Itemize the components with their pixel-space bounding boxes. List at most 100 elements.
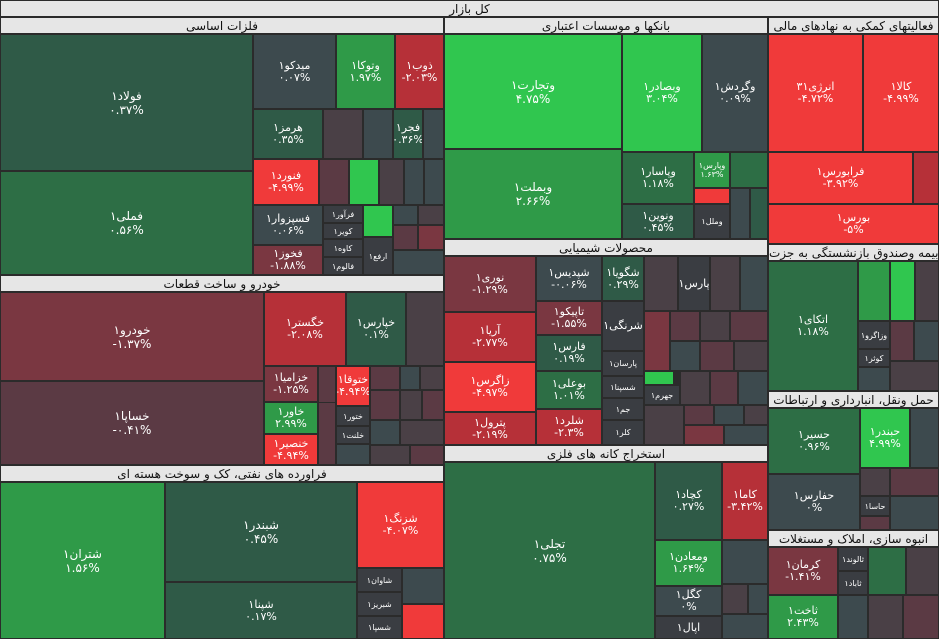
treemap-tile-minor[interactable] — [714, 405, 744, 425]
treemap-tile-minor[interactable] — [363, 205, 393, 237]
treemap-tile-minor[interactable] — [370, 390, 400, 420]
treemap-tile[interactable]: شگویا۱ ۰.۲۹% — [602, 256, 644, 301]
treemap-tile[interactable]: خودرو۱ -۱.۳۷% — [0, 292, 264, 381]
treemap-tile-minor[interactable] — [336, 444, 370, 465]
treemap-tile[interactable]: وبصادر۱ ۳.۰۴% — [622, 34, 702, 152]
treemap-tile-minor[interactable] — [379, 159, 404, 205]
treemap-tile[interactable]: ومعادن۱ ۱.۶۴% — [655, 540, 722, 586]
treemap-tile[interactable]: فنورد۱ -۴.۹۹% — [253, 159, 319, 205]
treemap-tile[interactable]: شسپنا۱ — [602, 376, 644, 398]
treemap-tile-minor[interactable] — [860, 516, 890, 530]
treemap-tile[interactable]: شپنا۱ ۰.۱۷% — [165, 582, 357, 639]
treemap-tile-minor[interactable] — [913, 152, 939, 204]
treemap-tile-minor[interactable] — [402, 568, 444, 604]
treemap-tile[interactable]: کوثر۱ — [858, 349, 890, 367]
treemap-tile-minor[interactable] — [670, 311, 700, 341]
treemap-tile[interactable]: بورس۱ -۵% — [768, 204, 939, 244]
treemap-tile[interactable]: کلر۱ — [602, 420, 644, 445]
sector-header[interactable]: استخراج کانه های فلزی — [444, 445, 768, 462]
treemap-tile-minor[interactable] — [318, 402, 336, 465]
treemap-tile[interactable]: ختور۱ — [336, 406, 370, 426]
treemap-tile[interactable]: خلنت۱ — [336, 426, 370, 444]
treemap-tile-minor[interactable] — [420, 366, 444, 390]
treemap-tile-minor[interactable] — [318, 366, 336, 406]
treemap-tile[interactable]: کاوه۱ — [323, 239, 363, 257]
treemap-tile-minor[interactable] — [906, 547, 939, 595]
treemap-tile-minor[interactable] — [684, 405, 714, 425]
treemap-tile-minor[interactable] — [860, 468, 890, 496]
treemap-tile-minor[interactable] — [730, 311, 768, 341]
treemap-tile[interactable]: کاما۱ -۳.۴۲% — [722, 462, 768, 540]
treemap-tile[interactable]: شلرد۱ -۲.۳% — [536, 409, 602, 445]
treemap-tile-minor[interactable] — [890, 261, 915, 321]
treemap-tile[interactable]: کرمان۱ -۱.۴۱% — [768, 547, 838, 595]
treemap-tile[interactable]: شپدیس۱ -۰.۰۶% — [536, 256, 602, 301]
treemap-tile-minor[interactable] — [722, 614, 768, 639]
treemap-tile-minor[interactable] — [370, 420, 400, 445]
treemap-tile-minor[interactable] — [363, 109, 393, 159]
treemap-tile[interactable]: خگستر۱ -۲.۰۸% — [264, 292, 346, 366]
treemap-tile[interactable]: خنصیر۱ -۴.۹۴% — [264, 434, 318, 465]
sector-header[interactable]: بیمه وصندوق بازنشستگی به جزت — [768, 244, 939, 261]
treemap-tile[interactable]: زاگرس۱ -۴.۹۷% — [444, 362, 536, 412]
treemap-tile[interactable]: ثاباد۱ — [838, 571, 868, 595]
treemap-tile[interactable]: فرآور۱ — [323, 205, 363, 223]
treemap-tile-minor[interactable] — [744, 405, 768, 425]
treemap-tile[interactable]: ارفع۱ — [363, 237, 393, 275]
treemap-tile[interactable]: حسیر۱ ۰.۹۶% — [768, 408, 860, 474]
treemap-tile[interactable]: ونوین۱ ۰.۴۵% — [622, 204, 694, 239]
treemap-tile-minor[interactable] — [644, 405, 684, 445]
treemap-tile-minor[interactable] — [644, 256, 678, 311]
treemap-tile-minor[interactable] — [644, 371, 674, 385]
treemap-tile-minor[interactable] — [370, 366, 400, 390]
sector-header[interactable]: حمل ونقل، انبارداری و ارتباطات — [768, 391, 939, 408]
treemap-tile[interactable]: فملی۱ ۰.۵۶% — [0, 171, 253, 275]
treemap-tile-minor[interactable] — [700, 311, 730, 341]
treemap-tile[interactable]: ذوب۱ -۲.۰۳% — [395, 34, 444, 109]
treemap-tile-minor[interactable] — [680, 371, 710, 405]
treemap-tile[interactable]: شسپا۱ — [357, 616, 402, 639]
treemap-tile[interactable]: وگردش۱ ۰.۰۹% — [702, 34, 768, 152]
sector-header[interactable]: خودرو و ساخت قطعات — [0, 275, 444, 292]
treemap-tile[interactable]: شبندر۱ ۰.۴۵% — [165, 482, 357, 582]
treemap-tile-minor[interactable] — [738, 371, 768, 405]
treemap-tile-minor[interactable] — [868, 547, 906, 595]
treemap-tile-minor[interactable] — [406, 292, 444, 366]
treemap-tile[interactable]: حفارس۱ ۰% — [768, 474, 860, 530]
treemap-tile[interactable]: پارس۱ — [678, 256, 710, 311]
treemap-tile[interactable]: پترول۱ -۲.۱۹% — [444, 412, 536, 445]
treemap-tile[interactable]: خزامیا۱ -۱.۲۵% — [264, 366, 318, 402]
treemap-tile[interactable]: وبملت۱ ۲.۶۶% — [444, 149, 622, 239]
treemap-tile-minor[interactable] — [868, 595, 903, 639]
treemap-tile[interactable]: کگل۱ ۰% — [655, 586, 722, 616]
treemap-tile[interactable]: ختوقا۱ -۴.۹۴% — [336, 366, 370, 406]
treemap-tile[interactable]: وتوکا۱ ۱.۹۷% — [336, 34, 395, 109]
treemap-tile-minor[interactable] — [858, 261, 890, 321]
treemap-tile[interactable]: جهرم۱ — [644, 385, 680, 405]
treemap-tile[interactable]: شتران۱ ۱.۵۶% — [0, 482, 165, 639]
treemap-tile-minor[interactable] — [684, 425, 724, 445]
treemap-tile-minor[interactable] — [694, 188, 730, 204]
treemap-tile[interactable]: شزنگ۱ -۴.۰۷% — [357, 482, 444, 568]
treemap-tile-minor[interactable] — [890, 321, 914, 361]
treemap-tile[interactable]: فرابورس۱ -۳.۹۲% — [768, 152, 913, 204]
sector-header[interactable]: فلزات اساسی — [0, 17, 444, 34]
treemap-tile[interactable]: تجلی۱ ۰.۷۵% — [444, 462, 655, 639]
treemap-tile-minor[interactable] — [858, 367, 890, 391]
treemap-tile-minor[interactable] — [730, 152, 768, 188]
treemap-tile[interactable]: وملل۱ — [694, 204, 730, 239]
treemap-tile-minor[interactable] — [890, 496, 939, 530]
treemap-tile[interactable]: آریا۱ -۲.۷۷% — [444, 312, 536, 362]
treemap-tile[interactable]: بوعلی۱ ۱.۰۱% — [536, 371, 602, 409]
treemap-tile[interactable]: پارسان۱ — [602, 351, 644, 376]
treemap-tile[interactable]: کچاد۱ ۰.۲۷% — [655, 462, 722, 540]
treemap-tile-minor[interactable] — [400, 390, 422, 420]
treemap-tile-minor[interactable] — [393, 205, 418, 225]
treemap-tile-minor[interactable] — [730, 188, 750, 239]
treemap-tile-minor[interactable] — [404, 159, 424, 205]
treemap-tile[interactable]: شاوان۱ — [357, 568, 402, 592]
treemap-tile-minor[interactable] — [393, 225, 418, 250]
treemap-tile-minor[interactable] — [724, 425, 768, 445]
treemap-tile-minor[interactable] — [423, 109, 444, 159]
treemap-tile[interactable]: خپارس۱ ۰.۱% — [346, 292, 406, 366]
